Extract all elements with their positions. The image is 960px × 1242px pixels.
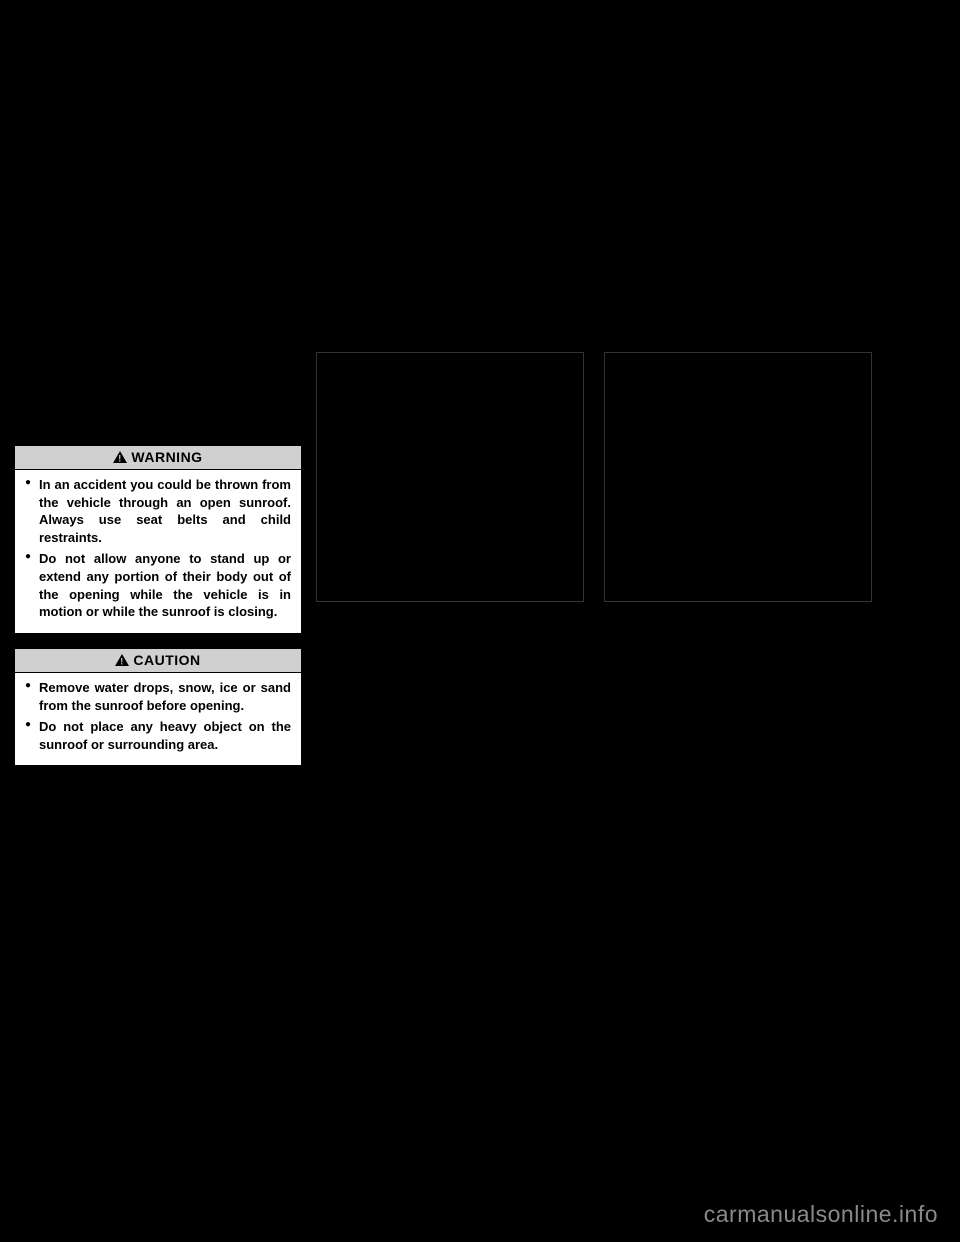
warning-triangle-icon: ! (113, 450, 127, 466)
caution-item: Remove water drops, snow, ice or sand fr… (25, 679, 291, 714)
svg-text:!: ! (119, 454, 123, 464)
caution-box: ! CAUTION Remove water drops, snow, ice … (14, 648, 302, 766)
caution-item: Do not place any heavy object on the sun… (25, 718, 291, 753)
warning-label: WARNING (131, 449, 202, 465)
caution-body: Remove water drops, snow, ice or sand fr… (15, 673, 301, 765)
caution-label: CAUTION (133, 652, 200, 668)
warning-body: In an accident you could be thrown from … (15, 470, 301, 632)
warning-item: Do not allow anyone to stand up or exten… (25, 550, 291, 620)
figure-placeholder-1 (316, 352, 584, 602)
warning-box: ! WARNING In an accident you could be th… (14, 445, 302, 634)
caution-triangle-icon: ! (115, 653, 129, 669)
svg-text:!: ! (121, 656, 125, 666)
figure-placeholder-2 (604, 352, 872, 602)
manual-page-column: ! WARNING In an accident you could be th… (14, 445, 302, 780)
watermark-text: carmanualsonline.info (704, 1201, 938, 1228)
warning-header: ! WARNING (15, 446, 301, 470)
caution-header: ! CAUTION (15, 649, 301, 673)
warning-item: In an accident you could be thrown from … (25, 476, 291, 546)
